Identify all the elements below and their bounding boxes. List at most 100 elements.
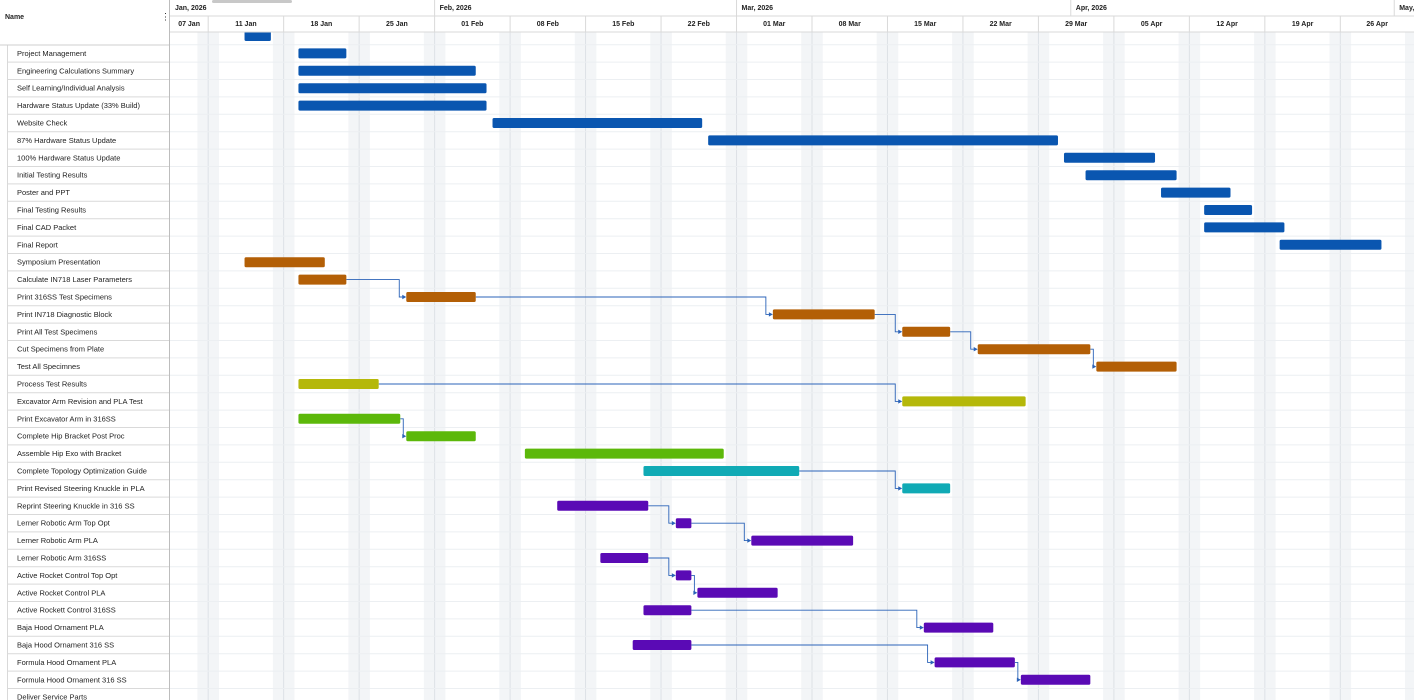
task-bar: [632, 640, 692, 650]
task-name: Formula Hood Ornament 316 SS: [17, 675, 127, 684]
arrow-head: [898, 329, 903, 334]
timeline-labels: Jan, 2026 Feb, 2026 Mar, 2026 Apr, 2026 May,…: [175, 0, 1414, 32]
task-bar: [298, 100, 487, 111]
dependency-arrow: [475, 296, 771, 315]
arrow-head: [1092, 364, 1097, 369]
task-list-header: [0, 0, 170, 45]
week-label: 01 Mar: [763, 21, 785, 28]
dependency-arrow: [799, 470, 901, 489]
task-name: Final Report: [17, 240, 59, 249]
task-bar: [298, 274, 347, 285]
week-label: 26 Apr: [1366, 21, 1388, 28]
task-bar: [772, 309, 875, 320]
task-bar: [298, 65, 476, 76]
dependency-arrow: [691, 522, 750, 542]
arrow-head: [693, 590, 698, 595]
column-header[interactable]: Name: [5, 14, 24, 21]
task-bar: [643, 605, 692, 616]
task-bar: [1096, 361, 1177, 372]
week-label: 07 Jan: [178, 21, 200, 28]
arrow-head: [671, 521, 676, 526]
task-name: Deliver Service Parts: [17, 693, 87, 700]
task-name: Print All Test Specimens: [17, 327, 98, 336]
task-name: Active Rocket Control PLA: [17, 588, 105, 597]
task-bar: [751, 535, 854, 546]
task-bar: [406, 431, 476, 442]
task-name: Final Testing Results: [17, 205, 86, 214]
task-name: Project Management: [17, 49, 87, 58]
task-bar: [675, 570, 692, 581]
task-name: Reprint Steering Knuckle in 316 SS: [17, 501, 135, 510]
task-name: Lerner Robotic Arm 316SS: [17, 553, 106, 562]
task-bar: [1279, 239, 1382, 250]
month-label: May, 2026: [1399, 5, 1414, 12]
task-bar: [298, 413, 401, 424]
task-bar: [1204, 205, 1253, 215]
task-bar: [1161, 187, 1231, 198]
task-name: Print Revised Steering Knuckle in PLA: [17, 484, 145, 493]
task-name: Active Rockett Control 316SS: [17, 606, 116, 615]
week-label: 19 Apr: [1292, 21, 1314, 28]
week-label: 08 Mar: [839, 21, 861, 28]
dependency-arrow: [691, 644, 933, 663]
column-menu[interactable]: ⋮: [161, 11, 170, 21]
dependency-links: [346, 279, 1097, 682]
task-bar: [902, 396, 1026, 407]
task-bar: [1085, 170, 1177, 181]
weekend-shading: [197, 32, 1414, 700]
task-bar: [557, 500, 649, 511]
task-name: 100% Hardware Status Update: [17, 153, 120, 162]
dependency-arrow: [950, 331, 976, 350]
arrow-head: [973, 347, 978, 352]
week-label: 29 Mar: [1065, 21, 1087, 28]
task-bar: [1063, 152, 1156, 163]
week-label: 05 Apr: [1141, 21, 1163, 28]
arrow-head: [768, 312, 773, 317]
task-name: Website Check: [17, 118, 68, 127]
task-name: Process Test Results: [17, 379, 87, 388]
arrow-head: [930, 660, 935, 665]
arrow-head: [747, 538, 752, 543]
task-name: Print IN718 Diagnostic Block: [17, 310, 112, 319]
week-label: 25 Jan: [386, 21, 408, 28]
task-name: Complete Hip Bracket Post Proc: [17, 432, 125, 441]
arrow-head: [1016, 677, 1021, 682]
month-label: Feb, 2026: [440, 5, 472, 12]
task-bar: [697, 587, 778, 598]
task-name: Assemble Hip Exo with Bracket: [17, 449, 122, 458]
task-name: Initial Testing Results: [17, 171, 88, 180]
task-bar: [934, 657, 1015, 668]
task-name: Formula Hood Ornament PLA: [17, 658, 116, 667]
task-name: Print 316SS Test Specimens: [17, 292, 112, 301]
month-label: Apr, 2026: [1076, 5, 1107, 12]
task-bar: [244, 31, 271, 41]
task-bar: [902, 483, 951, 494]
week-label: 15 Feb: [612, 21, 634, 28]
task-name: Lerner Robotic Arm Top Opt: [17, 519, 111, 528]
task-bar: [923, 622, 994, 633]
task-name: Symposium Presentation: [17, 258, 100, 267]
scrollbar[interactable]: [212, 0, 292, 3]
task-bar: [298, 48, 347, 59]
task-name: Active Rocket Control Top Opt: [17, 571, 118, 580]
task-name: Baja Hood Ornament PLA: [17, 623, 104, 632]
task-name: Self Learning/Individual Analysis: [17, 84, 125, 93]
dependency-arrow: [648, 505, 674, 524]
week-label: 11 Jan: [235, 21, 256, 28]
task-name: 87% Hardware Status Update: [17, 136, 116, 145]
week-label: 18 Jan: [311, 21, 333, 28]
task-name: Print Excavator Arm in 316SS: [17, 414, 116, 423]
task-name: Lerner Robotic Arm PLA: [17, 536, 98, 545]
task-bar: [708, 135, 1058, 146]
week-label: 01 Feb: [461, 21, 483, 28]
task-bar: [298, 83, 487, 94]
task-name: Excavator Arm Revision and PLA Test: [17, 397, 144, 406]
task-bar: [406, 292, 476, 302]
task-bar: [1204, 222, 1285, 233]
task-bar: [524, 448, 724, 459]
arrow-head: [898, 486, 903, 491]
task-name: Engineering Calculations Summary: [17, 66, 134, 75]
task-bar: [244, 257, 325, 268]
task-bar: [492, 118, 703, 128]
